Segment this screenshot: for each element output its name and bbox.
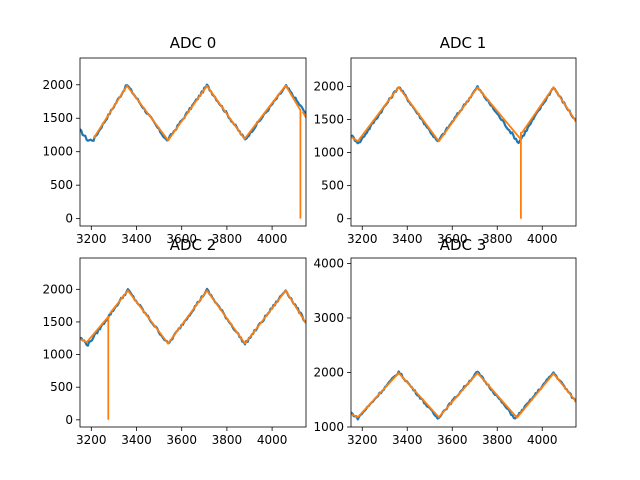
axes-frame [350,57,577,227]
y-tick-label: 1500 [42,111,73,125]
series-orange-line-2 [521,86,576,134]
x-tick-label: 3800 [212,433,243,447]
plot-area [80,83,306,219]
axes-frame [350,257,577,428]
x-tick-label: 3400 [392,232,423,246]
subplot-0: 3200 3400 3600 3800 4000 0 500 1000 1500 2000 ADC … [42,34,307,246]
x-tick-label: 4000 [257,232,288,246]
y-tick-label: 500 [321,179,344,193]
x-tick-label: 3800 [482,232,513,246]
x-tick-label: 4000 [527,232,558,246]
y-tick-label: 2000 [42,282,73,296]
x-tick-label: 3600 [166,232,197,246]
series-orange-line-1 [351,86,522,219]
x-tick-label: 3600 [437,232,468,246]
plot-area [351,370,576,421]
subplot-title: ADC 1 [440,34,487,52]
series-orange-line-2 [108,289,306,345]
y-tick-label: 0 [65,212,73,226]
x-tick-label: 3600 [437,433,468,447]
x-tick-label: 3800 [482,433,513,447]
subplot-1: 3200 3400 3600 3800 4000 0 500 1000 1500 2000 ADC … [313,34,577,246]
series-orange-line-1 [92,84,302,219]
x-tick-label: 4000 [257,433,288,447]
y-tick-label: 2000 [313,365,344,379]
subplot-title: ADC 3 [440,236,487,254]
series-blue-line-0 [351,84,576,145]
y-tick-label: 500 [50,380,73,394]
subplot-title: ADC 0 [170,34,217,52]
series-orange-line-1 [80,315,110,420]
subplot-2: 3200 3400 3600 3800 4000 0 500 1000 1500 2000 ADC … [42,236,307,447]
y-tick-label: 1000 [313,146,344,160]
y-tick-label: 1000 [42,348,73,362]
subplot-3: 3200 3400 3600 3800 4000 1000 2000 3000 4000 ADC … [313,236,577,447]
y-tick-label: 4000 [313,256,344,270]
series-orange-line-1 [351,372,576,419]
y-tick-label: 2000 [313,79,344,93]
series-blue-line-0 [351,370,576,421]
axes-frame [79,57,307,227]
y-tick-label: 500 [50,178,73,192]
y-tick-label: 1000 [42,145,73,159]
axes-frame [79,257,307,428]
y-tick-label: 1000 [313,420,344,434]
series-blue-line-0 [80,83,306,142]
x-tick-label: 3200 [347,232,378,246]
x-tick-label: 3200 [76,433,107,447]
y-tick-label: 0 [65,413,73,427]
x-tick-label: 3400 [121,232,152,246]
x-tick-label: 3200 [76,232,107,246]
y-tick-label: 2000 [42,78,73,92]
x-tick-label: 3800 [212,232,243,246]
plot-area [80,287,306,420]
subplot-title: ADC 2 [170,236,217,254]
series-orange-line-2 [301,111,306,119]
x-tick-label: 3400 [121,433,152,447]
x-tick-label: 3400 [392,433,423,447]
x-tick-label: 4000 [527,433,558,447]
y-tick-label: 1500 [313,113,344,127]
y-tick-label: 1500 [42,315,73,329]
x-tick-label: 3600 [166,433,197,447]
plot-area [351,84,576,219]
y-tick-label: 0 [336,212,344,226]
x-tick-label: 3200 [347,433,378,447]
y-tick-label: 3000 [313,311,344,325]
series-blue-line-0 [80,287,306,347]
